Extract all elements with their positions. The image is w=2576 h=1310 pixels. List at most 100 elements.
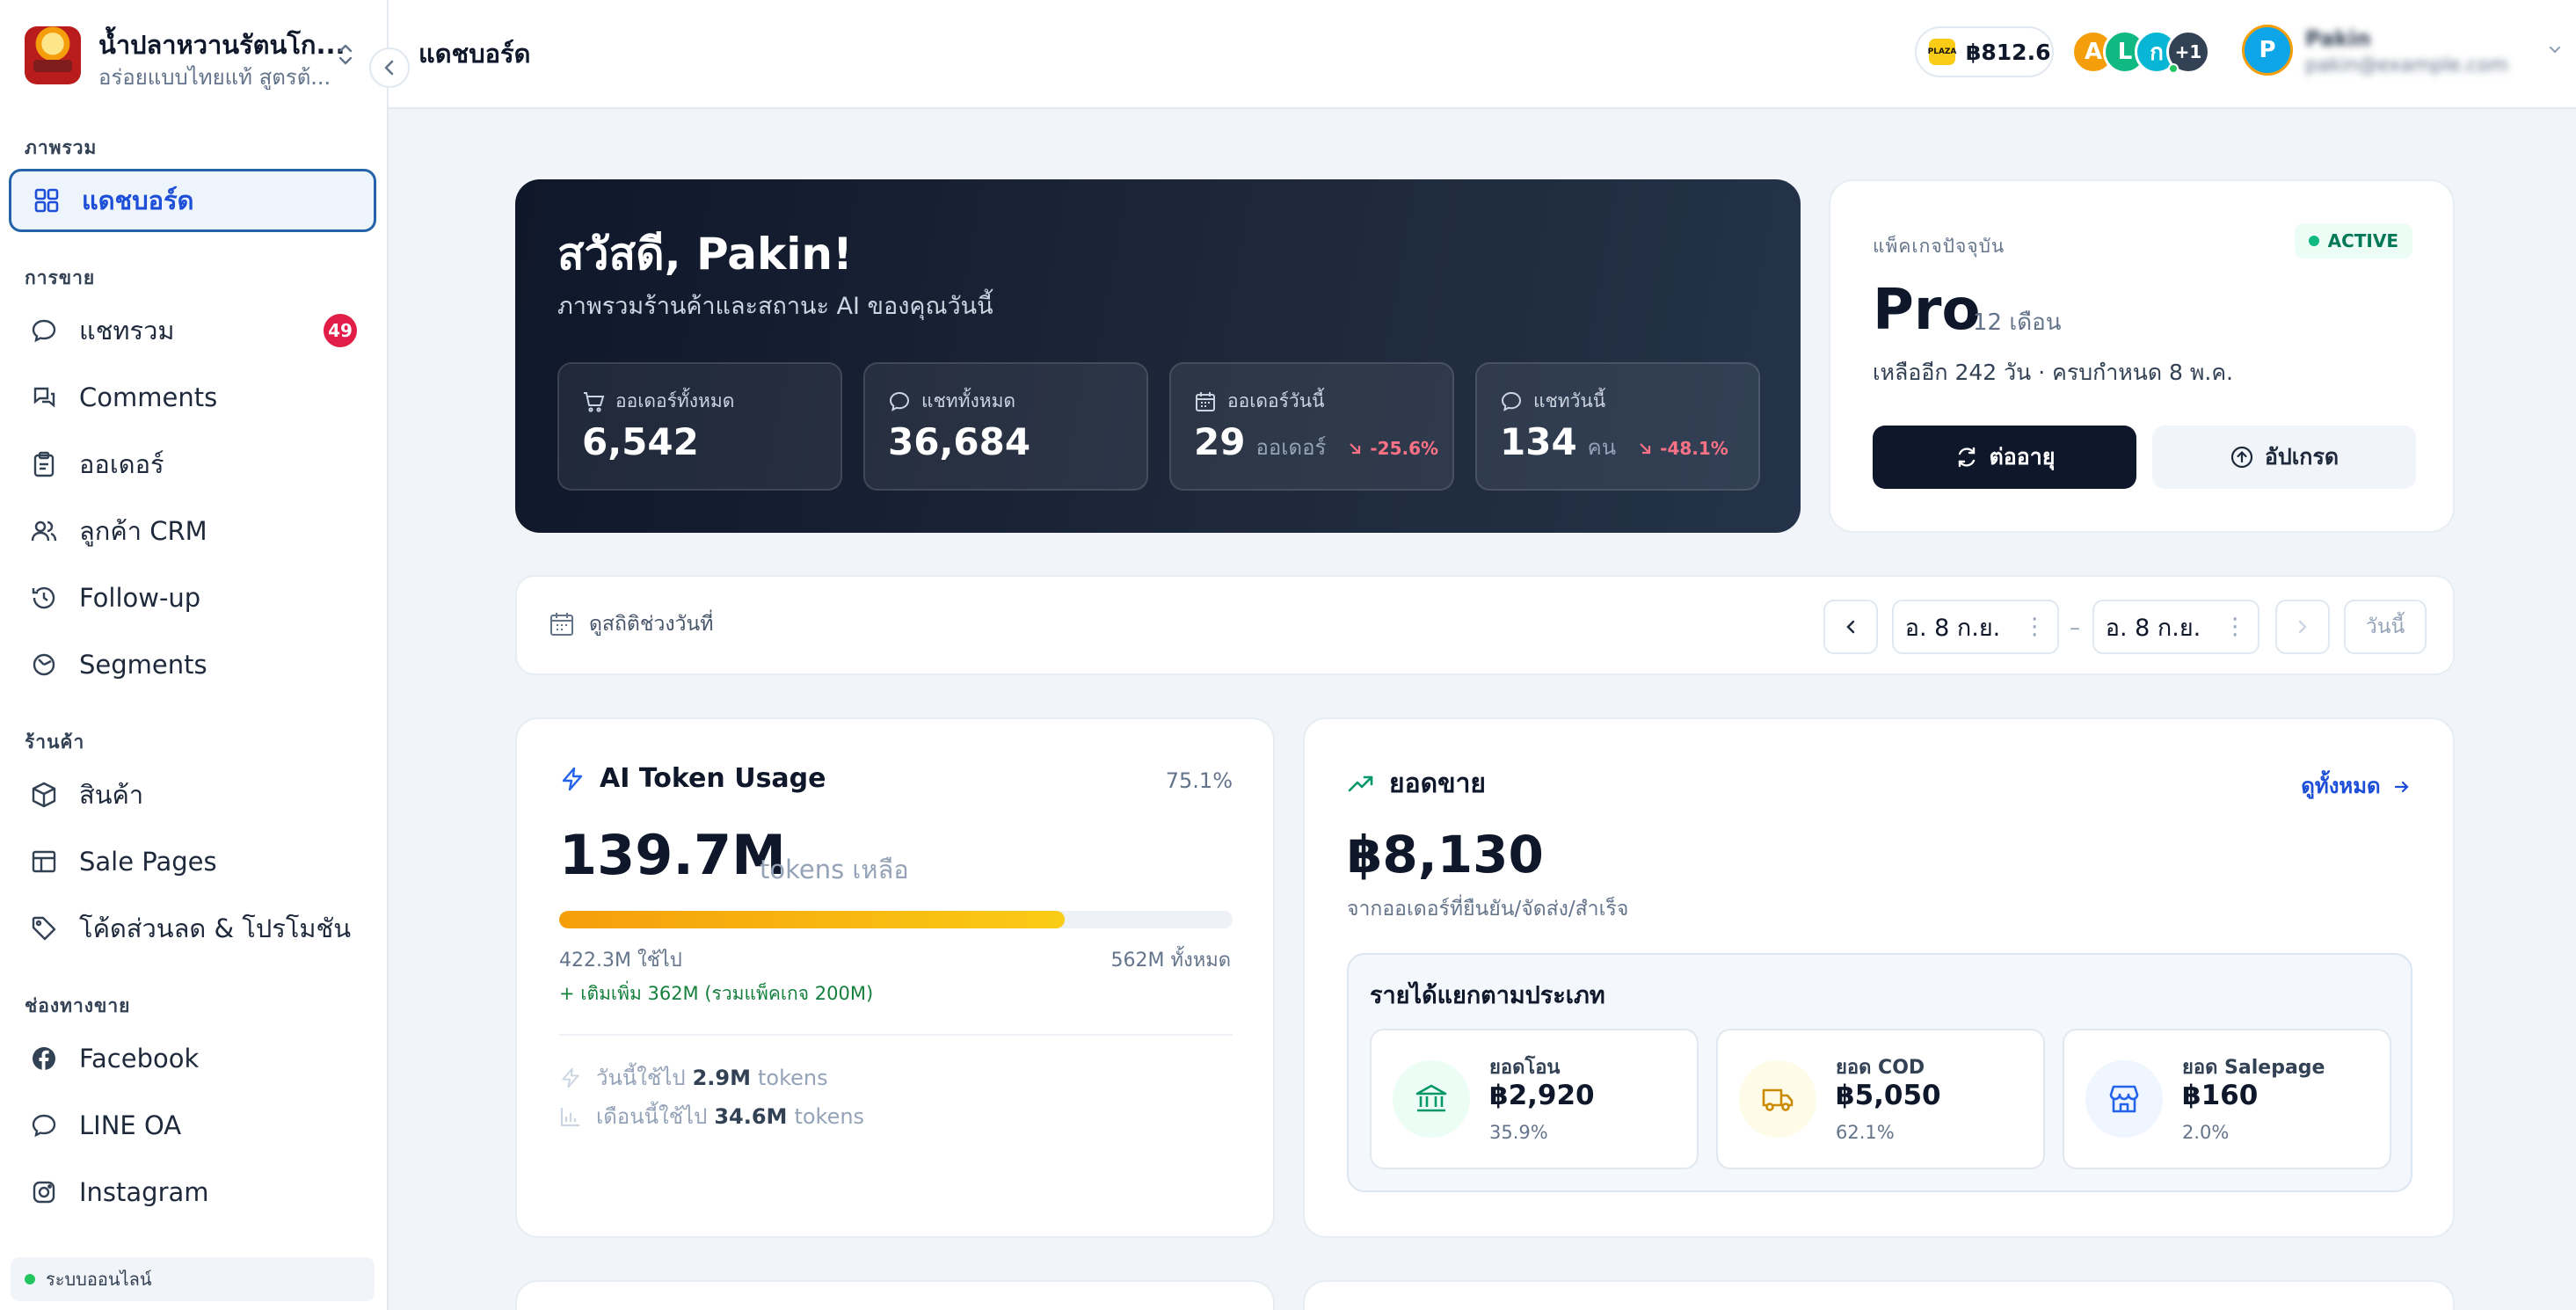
- card-title: AI Token Usage: [559, 763, 826, 794]
- box-icon: [28, 779, 60, 811]
- next-date-button[interactable]: [2275, 600, 2330, 654]
- sidebar-item-promotions[interactable]: โค้ดส่วนลด & โปรโมชัน: [9, 897, 376, 960]
- instagram-icon: [28, 1176, 60, 1208]
- token-percent: 75.1%: [1165, 768, 1233, 793]
- token-today-value: 2.9M: [692, 1065, 752, 1090]
- token-progress-fill: [559, 911, 1066, 928]
- date-range-text: ดูสถิติช่วงวันที่: [589, 613, 714, 636]
- stat-value: 36,684: [888, 420, 1031, 463]
- next-card: [515, 1280, 1275, 1310]
- package-label: แพ็คเกจปัจจุบัน: [1873, 236, 2005, 257]
- sidebar-item-label: Comments: [79, 382, 218, 412]
- sidebar-item-facebook[interactable]: Facebook: [9, 1027, 376, 1090]
- package-period: 12 เดือน: [1973, 309, 2062, 336]
- chevron-left-icon: [1846, 620, 1855, 634]
- stat-total-chats: แชททั้งหมด 36,684: [863, 362, 1148, 491]
- sidebar-item-followup[interactable]: Follow-up: [9, 566, 376, 630]
- user-avatar: P: [2242, 25, 2293, 76]
- section-label-store: ร้านค้า: [25, 731, 85, 753]
- sidebar-item-label: แดชบอร์ด: [82, 186, 194, 215]
- date-from-value: อ. 8 ก.ย.: [1904, 614, 2001, 642]
- sidebar-item-comments[interactable]: Comments: [9, 366, 376, 429]
- online-dot: [2168, 63, 2179, 74]
- token-remaining-unit: tokens เหลือ: [760, 855, 909, 884]
- unread-badge: 49: [324, 314, 357, 347]
- next-card: [1303, 1280, 2455, 1310]
- sidebar: น้ำปลาหวานรัตนโก... อร่อยแบบไทยแท้ สูตรต…: [0, 0, 389, 1310]
- arrow-down-right-icon: [1640, 443, 1651, 455]
- sidebar-item-dashboard[interactable]: แดชบอร์ด: [9, 169, 376, 232]
- sidebar-item-sale-pages[interactable]: Sale Pages: [9, 830, 376, 893]
- package-name: Pro: [1873, 278, 1981, 343]
- sidebar-item-instagram[interactable]: Instagram: [9, 1161, 376, 1224]
- sidebar-item-label: สินค้า: [79, 780, 144, 810]
- online-dot: [25, 1274, 35, 1285]
- date-from-picker[interactable]: อ. 8 ก.ย. ⋮: [1892, 600, 2059, 654]
- sidebar-item-segments[interactable]: Segments: [9, 633, 376, 696]
- revenue-transfer: ยอดโอน ฿2,920 35.9%: [1370, 1029, 1699, 1169]
- token-today-prefix: วันนี้ใช้ไป: [596, 1066, 686, 1090]
- section-label-sales: การขาย: [25, 267, 96, 288]
- sidebar-item-crm[interactable]: ลูกค้า CRM: [9, 499, 376, 563]
- package-card: แพ็คเกจปัจจุบัน ACTIVE Pro 12 เดือน เหลื…: [1829, 179, 2455, 533]
- token-today: วันนี้ใช้ไป 2.9M tokens: [559, 1060, 828, 1095]
- wallet-icon: PLAZA: [1928, 39, 1956, 65]
- layout-icon: [28, 846, 60, 877]
- section-label-overview: ภาพรวม: [25, 137, 98, 158]
- brand-switcher[interactable]: น้ำปลาหวานรัตนโก... อร่อยแบบไทยแท้ สูตรต…: [0, 0, 387, 114]
- revenue-value: ฿2,920: [1489, 1080, 1595, 1111]
- date-separator: –: [2070, 615, 2080, 640]
- date-to-value: อ. 8 ก.ย.: [2105, 614, 2201, 642]
- view-all-link[interactable]: ดูทั้งหมด: [2301, 768, 2411, 803]
- stat-change: -25.6%: [1347, 438, 1438, 459]
- renew-label: ต่ออายุ: [1989, 444, 2056, 469]
- sidebar-item-label: Sale Pages: [79, 847, 217, 877]
- stat-total-orders: ออเดอร์ทั้งหมด 6,542: [557, 362, 842, 491]
- sidebar-item-label: LINE OA: [79, 1110, 182, 1140]
- user-name: Pakin: [2305, 26, 2371, 51]
- revenue-value: ฿5,050: [1836, 1080, 1941, 1111]
- history-icon: [28, 582, 60, 614]
- upgrade-button[interactable]: อัปเกรด: [2152, 426, 2416, 489]
- revenue-percent: 2.0%: [2182, 1122, 2230, 1143]
- system-status: ระบบออนไลน์: [11, 1257, 375, 1301]
- collapse-sidebar-button[interactable]: [369, 47, 410, 88]
- token-remaining: 139.7M: [559, 823, 786, 887]
- sidebar-item-label: Follow-up: [79, 583, 201, 613]
- stat-label: ออเดอร์วันนี้: [1227, 390, 1325, 411]
- user-menu[interactable]: P Pakin pakin@example.com: [2242, 23, 2567, 84]
- calendar-icon: [1196, 391, 1215, 411]
- grid-icon: [31, 185, 62, 216]
- sidebar-item-line-oa[interactable]: LINE OA: [9, 1094, 376, 1157]
- ai-token-card: AI Token Usage 75.1% 139.7M tokens เหลือ…: [515, 717, 1275, 1238]
- clipboard-icon: [28, 448, 60, 480]
- revenue-cod: ยอด COD ฿5,050 62.1%: [1716, 1029, 2045, 1169]
- date-range-label: ดูสถิติช่วงวันที่: [549, 608, 713, 640]
- sidebar-item-orders[interactable]: ออเดอร์: [9, 433, 376, 496]
- sidebar-item-label: Facebook: [79, 1044, 200, 1073]
- sales-title: ยอดขาย: [1389, 768, 1487, 799]
- brand-name: น้ำปลาหวานรัตนโก...: [98, 30, 346, 60]
- breakdown-title: รายได้แยกตามประเภท: [1370, 982, 1605, 1009]
- today-button[interactable]: วันนี้: [2344, 600, 2427, 654]
- date-to-picker[interactable]: อ. 8 ก.ย. ⋮: [2092, 600, 2259, 654]
- user-email: pakin@example.com: [2305, 55, 2508, 76]
- wallet-balance[interactable]: PLAZA ฿812.6: [1915, 26, 2054, 77]
- prev-date-button[interactable]: [1823, 600, 1878, 654]
- chevron-up-down-icon[interactable]: [334, 40, 357, 70]
- stat-orders-today: ออเดอร์วันนี้ 29 ออเดอร์ -25.6%: [1169, 362, 1454, 491]
- calendar-icon: [550, 613, 573, 636]
- sidebar-item-label: Segments: [79, 650, 207, 680]
- refresh-icon: [1958, 447, 1975, 468]
- renew-button[interactable]: ต่ออายุ: [1873, 426, 2136, 489]
- greeting-subtitle: ภาพรวมร้านค้าและสถานะ AI ของคุณวันนี้: [557, 293, 993, 320]
- revenue-percent: 35.9%: [1489, 1122, 1548, 1143]
- divider: [559, 1034, 1233, 1036]
- cart-icon: [584, 391, 605, 412]
- sidebar-item-products[interactable]: สินค้า: [9, 763, 376, 826]
- card-title: ยอดขาย: [1347, 763, 1486, 804]
- sidebar-item-chats[interactable]: แชทรวม 49: [9, 299, 376, 362]
- chat-icon: [1501, 391, 1522, 411]
- stat-label: ออเดอร์ทั้งหมด: [615, 390, 735, 411]
- package-remaining: เหลืออีก 242 วัน · ครบกำหนด 8 พ.ค.: [1873, 360, 2233, 385]
